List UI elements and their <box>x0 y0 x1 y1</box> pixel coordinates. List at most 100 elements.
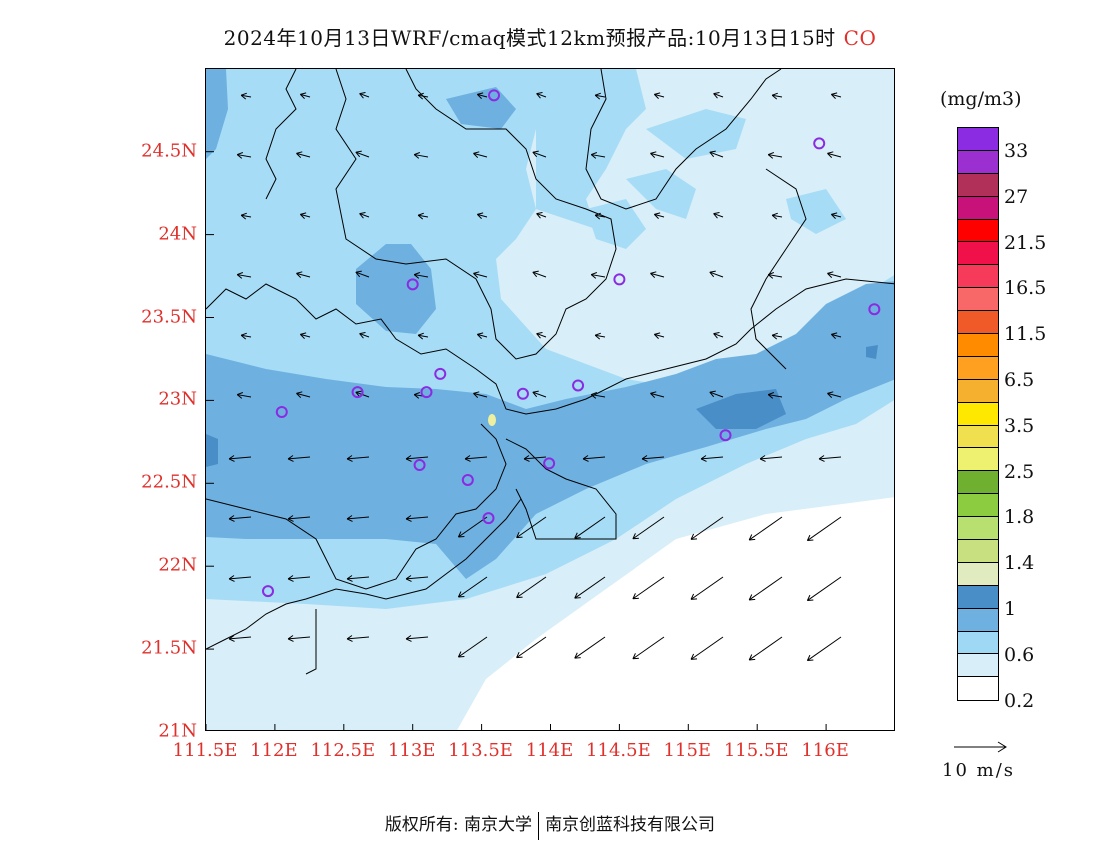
wind-arrow <box>690 576 724 600</box>
wind-arrow <box>818 455 842 462</box>
station-marker <box>572 379 585 392</box>
wind-arrow <box>582 455 606 462</box>
wind-arrow <box>346 455 370 462</box>
wind-arrow <box>590 392 606 399</box>
station-marker <box>413 459 426 472</box>
wind-arrow <box>771 212 783 220</box>
colorbar-cell <box>958 196 998 220</box>
wind-arrow <box>532 270 547 278</box>
wind-arrow <box>236 272 252 279</box>
map-panel <box>205 68 895 731</box>
colorbar-cell <box>958 471 998 495</box>
colorbar-cell <box>958 448 998 472</box>
wind-arrow <box>700 455 724 462</box>
colorbar-cell <box>958 242 998 266</box>
wind-arrow <box>457 516 488 538</box>
x-tick-label: 113E <box>387 740 436 761</box>
wind-arrow <box>690 516 724 540</box>
x-tick-label: 113.5E <box>448 740 513 761</box>
wind-arrow <box>457 636 488 658</box>
station-marker <box>434 367 447 380</box>
station-marker <box>488 89 501 102</box>
wind-arrow <box>594 332 606 340</box>
colorbar-label: 27 <box>1004 185 1029 208</box>
station-marker <box>420 386 433 399</box>
wind-arrow <box>228 455 252 462</box>
footer-copyright: 版权所有: 南京大学 南京创蓝科技有限公司 <box>0 810 1100 840</box>
colorbar-cell <box>958 585 998 609</box>
wind-arrow <box>827 391 842 398</box>
wind-arrow <box>240 212 252 220</box>
wind-arrow <box>574 516 606 539</box>
y-tick-label: 21N <box>158 720 197 742</box>
wind-arrow <box>632 516 665 540</box>
station-marker <box>543 457 556 470</box>
wind-arrow <box>806 636 842 662</box>
wind-arrow <box>748 516 783 541</box>
station-marker <box>719 429 732 442</box>
wind-arrow <box>830 332 842 340</box>
y-tick-label: 23N <box>158 388 197 410</box>
station-marker <box>482 512 495 525</box>
wind-arrow <box>476 212 488 220</box>
x-tick-label: 111.5E <box>172 740 238 761</box>
footer-divider <box>538 811 540 840</box>
chart-title: 2024年10月13日WRF/cmaq模式12km预报产品:10月13日15时 C… <box>0 22 1100 51</box>
station-marker <box>351 386 364 399</box>
legend-unit: (mg/m3) <box>940 88 1022 110</box>
colorbar-label: 3.5 <box>1004 414 1035 437</box>
axis-ticks <box>206 151 827 730</box>
wind-arrow <box>713 212 724 219</box>
wind-arrow <box>713 92 724 99</box>
wind-arrow <box>650 151 665 158</box>
wind-arrow <box>830 212 842 220</box>
wind-arrow <box>236 152 252 159</box>
wind-arrow <box>417 332 429 340</box>
wind-arrow <box>287 515 311 522</box>
wind-arrow <box>594 92 606 100</box>
wind-arrow <box>359 92 370 99</box>
wind-arrow <box>574 576 606 599</box>
y-tick-label: 22N <box>158 554 197 576</box>
footer-right: 南京创蓝科技有限公司 <box>545 815 716 835</box>
wind-arrow <box>413 152 429 159</box>
y-tick-label: 24.5N <box>141 140 197 162</box>
colorbar-cell <box>958 150 998 174</box>
x-tick-label: 112.5E <box>310 740 376 761</box>
wind-arrow <box>632 576 665 600</box>
wind-arrow <box>748 636 783 661</box>
wind-arrow <box>709 270 724 278</box>
wind-arrow <box>532 390 547 398</box>
wind-arrow <box>228 515 252 522</box>
wind-arrow <box>650 391 665 398</box>
colorbar-cell <box>958 540 998 563</box>
x-tick-label: 115.5E <box>723 740 789 761</box>
wind-arrow <box>346 635 370 642</box>
colorbar-cell <box>958 265 998 289</box>
wind-arrow <box>594 212 606 220</box>
colorbar-cell <box>958 631 998 655</box>
colorbar-label: 6.5 <box>1004 368 1035 391</box>
wind-arrow <box>359 332 370 339</box>
colorbar-cell <box>958 288 998 312</box>
wind-arrow <box>516 516 547 539</box>
wind-arrow <box>346 515 370 522</box>
wind-arrow <box>296 271 311 278</box>
wind-arrow <box>405 455 429 462</box>
x-tick-label: 116E <box>801 740 849 761</box>
wind-arrow <box>405 515 429 522</box>
colorbar-cell <box>958 219 998 243</box>
wind-arrow <box>476 332 488 340</box>
station-marker <box>406 278 419 291</box>
colorbar <box>957 127 999 702</box>
wind-arrow <box>296 151 311 158</box>
wind-reference-arrow-icon <box>954 741 1007 753</box>
wind-arrow <box>287 635 311 642</box>
wind-arrow <box>287 575 311 582</box>
x-tick-label: 114.5E <box>586 740 651 761</box>
x-tick-label: 112E <box>250 740 298 761</box>
station-marker <box>461 473 474 486</box>
colorbar-label: 16.5 <box>1004 277 1047 300</box>
wind-arrow <box>228 635 252 642</box>
wind-arrow <box>355 150 370 158</box>
